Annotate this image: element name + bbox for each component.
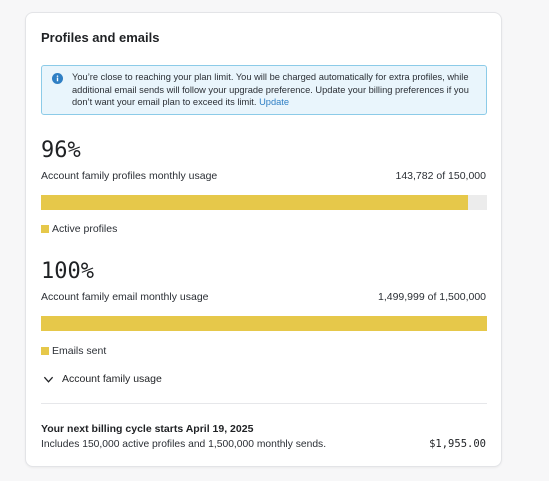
email-usage-bar (41, 316, 487, 331)
billing-description: Includes 150,000 active profiles and 1,5… (41, 439, 327, 450)
billing-cycle-title: Your next billing cycle starts April 19,… (41, 423, 254, 435)
info-icon (52, 73, 63, 84)
profiles-usage-bar (41, 195, 487, 210)
legend-swatch (41, 347, 49, 355)
legend-swatch (41, 225, 49, 233)
email-legend: Emails sent (41, 345, 106, 357)
chevron-down-icon (43, 376, 54, 383)
profiles-emails-card: Profiles and emails You’re close to reac… (25, 12, 502, 467)
card-title: Profiles and emails (41, 30, 160, 45)
plan-limit-alert: You’re close to reaching your plan limit… (41, 65, 487, 115)
profiles-usage-percent: 96% (41, 138, 81, 163)
email-legend-label: Emails sent (52, 345, 107, 357)
billing-price: $1,955.00 (429, 438, 486, 450)
email-usage-bar-fill (41, 316, 487, 331)
profiles-legend: Active profiles (41, 223, 117, 235)
email-usage-percent: 100% (41, 259, 94, 284)
profiles-usage-count: 143,782 of 150,000 (395, 170, 486, 182)
profiles-usage-bar-fill (41, 195, 469, 210)
alert-message: You’re close to reaching your plan limit… (72, 71, 482, 109)
update-link[interactable]: Update (259, 97, 290, 107)
account-family-usage-label: Account family usage (62, 373, 162, 385)
alert-text: You’re close to reaching your plan limit… (72, 72, 469, 107)
divider (41, 403, 487, 404)
email-usage-count: 1,499,999 of 1,500,000 (377, 291, 486, 303)
email-usage-label: Account family email monthly usage (41, 291, 209, 303)
profiles-usage-label: Account family profiles monthly usage (41, 170, 218, 182)
account-family-usage-toggle[interactable]: Account family usage (43, 373, 162, 385)
profiles-legend-label: Active profiles (52, 223, 118, 235)
